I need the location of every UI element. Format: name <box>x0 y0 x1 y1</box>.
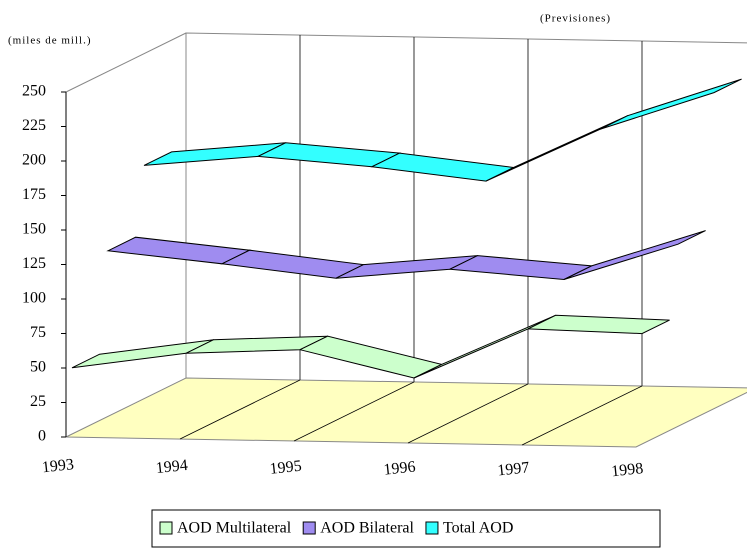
ribbon-segment <box>527 314 670 335</box>
floor-line <box>521 385 643 446</box>
x-tick-label: 1997 <box>497 459 531 479</box>
floor-line <box>293 381 415 442</box>
legend-label: Total AOD <box>443 520 513 537</box>
ribbon-segment <box>71 339 214 369</box>
y-tick-label: 50 <box>30 359 46 376</box>
y-tick-label: 100 <box>22 290 46 307</box>
y-tick-label: 125 <box>22 255 46 272</box>
legend-box <box>151 509 661 548</box>
ribbon-segment <box>485 115 628 182</box>
annotation: (Previsiones) <box>540 13 611 25</box>
ribbon-segment <box>298 335 444 379</box>
ribbon-segment <box>599 78 742 130</box>
back-wall <box>185 32 747 378</box>
x-tick-label: 1996 <box>383 458 417 478</box>
y-tick-label: 75 <box>30 324 46 341</box>
x-tick-label: 1994 <box>155 457 189 477</box>
legend-swatch <box>159 521 173 535</box>
ribbon-segment <box>220 249 366 279</box>
legend-label: AOD Multilateral <box>177 520 292 537</box>
y-tick-label: 175 <box>22 186 46 203</box>
y-tick-label: 250 <box>22 83 46 100</box>
x-tick-label: 1993 <box>41 456 75 476</box>
ribbon-segment <box>370 152 516 182</box>
floor-line <box>407 383 529 444</box>
y-tick-label: 150 <box>22 221 46 238</box>
y-tick-label: 0 <box>38 428 46 445</box>
x-tick-label: 1998 <box>610 460 644 480</box>
y-tick-label: 225 <box>22 117 46 134</box>
y-axis-label: (miles de mill.) <box>8 35 92 47</box>
floor <box>65 377 747 448</box>
ribbon-segment <box>106 236 252 265</box>
side-wall-edge <box>65 32 187 93</box>
ribbon-segment <box>563 230 706 280</box>
legend: AOD Multilateral AOD Bilateral Total AOD <box>159 520 513 537</box>
y-tick-label: 25 <box>30 393 46 410</box>
legend-label: AOD Bilateral <box>320 520 414 537</box>
plot <box>71 78 742 379</box>
legend-swatch <box>302 521 316 535</box>
ribbon-segment <box>413 314 556 379</box>
walls: 0 25 50 75 100 125 150 175 200 225 250 1993 1994 1995… <box>22 32 747 480</box>
y-tick-label: 200 <box>22 152 46 169</box>
legend-swatch <box>425 521 439 535</box>
x-tick-label: 1995 <box>269 458 303 478</box>
floor-line <box>179 379 301 440</box>
